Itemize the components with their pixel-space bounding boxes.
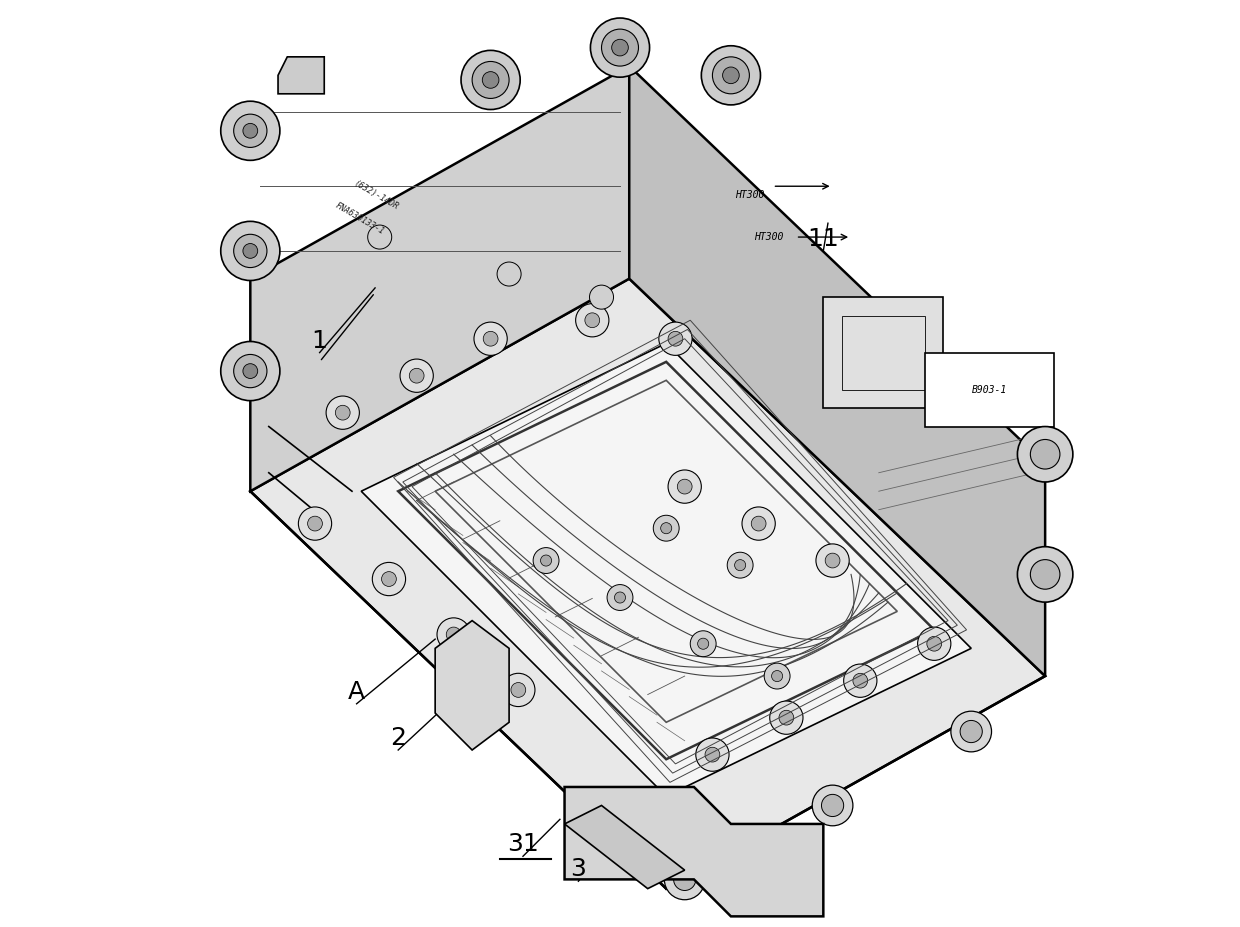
Circle shape <box>825 553 839 568</box>
Circle shape <box>575 304 609 337</box>
Polygon shape <box>564 787 823 917</box>
Text: (632)-14DR: (632)-14DR <box>352 179 399 212</box>
Circle shape <box>677 479 692 494</box>
Circle shape <box>608 585 632 611</box>
Circle shape <box>751 516 766 531</box>
Circle shape <box>812 785 853 826</box>
Polygon shape <box>250 66 629 491</box>
Circle shape <box>497 262 521 286</box>
Text: 11: 11 <box>807 227 839 251</box>
Circle shape <box>764 663 790 689</box>
Circle shape <box>382 572 397 587</box>
Polygon shape <box>629 66 1045 676</box>
Circle shape <box>1030 560 1060 590</box>
Circle shape <box>615 592 625 603</box>
Text: A: A <box>348 679 365 704</box>
Circle shape <box>455 668 489 702</box>
Circle shape <box>601 29 639 66</box>
Circle shape <box>723 67 739 83</box>
Circle shape <box>668 331 683 346</box>
Circle shape <box>233 235 267 268</box>
Circle shape <box>713 57 749 94</box>
Text: FNA630133-1: FNA630133-1 <box>334 201 386 236</box>
Circle shape <box>1017 547 1073 603</box>
Circle shape <box>372 563 405 596</box>
Circle shape <box>779 710 794 725</box>
Circle shape <box>661 523 672 534</box>
Circle shape <box>233 354 267 387</box>
Circle shape <box>742 507 775 540</box>
Circle shape <box>484 331 498 346</box>
Polygon shape <box>823 298 944 408</box>
Polygon shape <box>361 343 971 796</box>
Circle shape <box>951 711 992 752</box>
Circle shape <box>299 507 331 540</box>
Circle shape <box>658 322 692 355</box>
Circle shape <box>482 71 498 88</box>
Circle shape <box>668 470 702 503</box>
Text: B903-1: B903-1 <box>972 385 1007 395</box>
Circle shape <box>918 627 951 660</box>
Circle shape <box>702 45 760 105</box>
Circle shape <box>696 738 729 771</box>
Circle shape <box>1017 426 1073 482</box>
Circle shape <box>474 322 507 355</box>
Polygon shape <box>564 806 684 889</box>
Circle shape <box>816 544 849 578</box>
Text: HT300: HT300 <box>735 190 765 200</box>
Circle shape <box>853 673 868 688</box>
Circle shape <box>926 636 941 651</box>
Circle shape <box>472 61 510 98</box>
Circle shape <box>461 50 521 109</box>
Polygon shape <box>925 352 1054 426</box>
Circle shape <box>1030 439 1060 469</box>
Circle shape <box>436 617 470 651</box>
Circle shape <box>727 552 753 578</box>
Text: 1: 1 <box>311 328 327 352</box>
Circle shape <box>243 244 258 259</box>
Circle shape <box>221 341 280 400</box>
Circle shape <box>541 555 552 566</box>
Circle shape <box>368 225 392 249</box>
Circle shape <box>770 701 804 734</box>
Circle shape <box>243 123 258 138</box>
Circle shape <box>533 548 559 574</box>
Circle shape <box>611 39 629 56</box>
Circle shape <box>243 363 258 378</box>
Circle shape <box>221 101 280 160</box>
Polygon shape <box>435 620 510 750</box>
Text: 31: 31 <box>507 832 539 857</box>
Circle shape <box>843 664 877 697</box>
Circle shape <box>308 516 322 531</box>
Circle shape <box>960 720 982 743</box>
Circle shape <box>734 560 745 571</box>
Circle shape <box>821 794 843 817</box>
Circle shape <box>653 515 680 541</box>
Polygon shape <box>250 279 1045 889</box>
Circle shape <box>691 630 717 656</box>
Circle shape <box>665 859 706 900</box>
Circle shape <box>771 670 782 681</box>
Circle shape <box>511 682 526 697</box>
Circle shape <box>326 396 360 429</box>
Text: 3: 3 <box>570 857 587 882</box>
Text: 2: 2 <box>391 726 407 750</box>
Circle shape <box>233 114 267 147</box>
Circle shape <box>221 222 280 281</box>
Polygon shape <box>278 57 324 94</box>
Circle shape <box>502 673 534 706</box>
Circle shape <box>698 638 709 649</box>
Text: HT300: HT300 <box>754 232 784 242</box>
Circle shape <box>401 359 433 392</box>
Circle shape <box>446 627 461 641</box>
Circle shape <box>590 18 650 77</box>
Circle shape <box>589 286 614 310</box>
Circle shape <box>673 869 696 891</box>
Circle shape <box>335 405 350 420</box>
Circle shape <box>409 368 424 383</box>
Circle shape <box>706 747 719 762</box>
Circle shape <box>585 312 600 327</box>
